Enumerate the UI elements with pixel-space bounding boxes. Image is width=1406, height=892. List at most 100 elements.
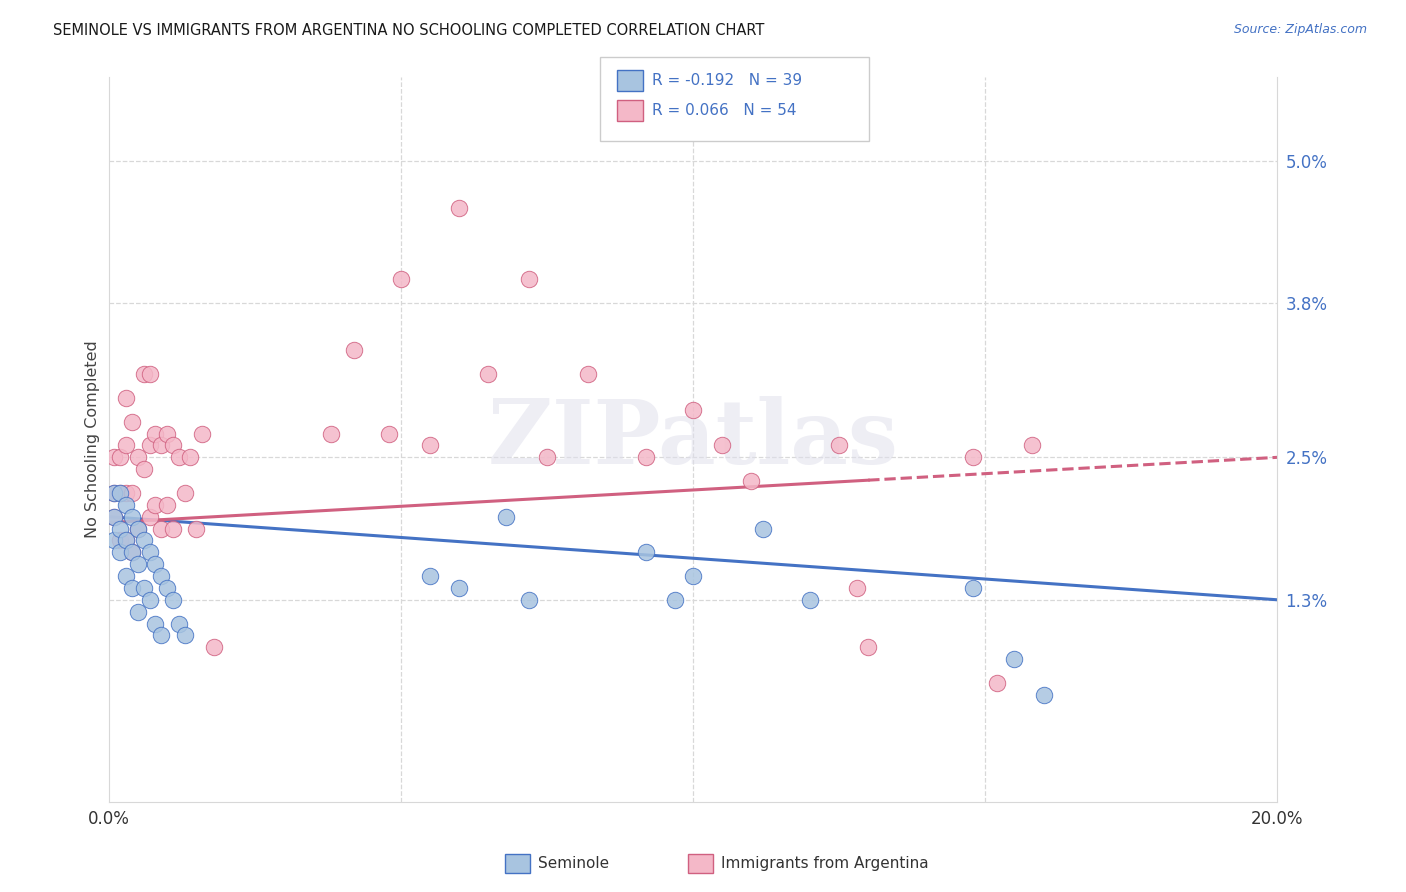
- Point: [636, 545, 658, 559]
- Point: [858, 640, 880, 655]
- Point: [138, 509, 160, 524]
- Point: [173, 628, 195, 642]
- Point: [576, 368, 599, 382]
- Point: [103, 533, 125, 548]
- Point: [121, 545, 143, 559]
- Point: [636, 450, 658, 465]
- Point: [103, 509, 125, 524]
- Point: [115, 438, 138, 452]
- Point: [121, 415, 143, 429]
- Point: [145, 557, 167, 571]
- Point: [115, 391, 138, 405]
- Point: [389, 272, 412, 286]
- Point: [115, 498, 138, 512]
- Point: [110, 486, 132, 500]
- Point: [103, 486, 125, 500]
- Point: [103, 509, 125, 524]
- Point: [419, 569, 441, 583]
- Point: [191, 426, 214, 441]
- Point: [1002, 652, 1025, 666]
- Point: [138, 368, 160, 382]
- Point: [449, 581, 471, 595]
- Point: [110, 522, 132, 536]
- Point: [138, 438, 160, 452]
- Text: Source: ZipAtlas.com: Source: ZipAtlas.com: [1233, 23, 1367, 37]
- Point: [162, 592, 184, 607]
- Text: R = -0.192   N = 39: R = -0.192 N = 39: [652, 73, 803, 87]
- Point: [378, 426, 401, 441]
- Point: [173, 486, 195, 500]
- Text: R = 0.066   N = 54: R = 0.066 N = 54: [652, 103, 797, 118]
- Point: [103, 450, 125, 465]
- Point: [127, 522, 149, 536]
- Point: [156, 581, 179, 595]
- Point: [150, 438, 173, 452]
- Point: [167, 616, 190, 631]
- Point: [115, 486, 138, 500]
- Point: [121, 486, 143, 500]
- Point: [103, 486, 125, 500]
- Point: [711, 438, 734, 452]
- Point: [138, 545, 160, 559]
- Text: SEMINOLE VS IMMIGRANTS FROM ARGENTINA NO SCHOOLING COMPLETED CORRELATION CHART: SEMINOLE VS IMMIGRANTS FROM ARGENTINA NO…: [53, 23, 765, 38]
- Point: [127, 605, 149, 619]
- Point: [179, 450, 201, 465]
- Point: [962, 581, 984, 595]
- Point: [115, 569, 138, 583]
- Point: [682, 402, 704, 417]
- Point: [477, 368, 499, 382]
- Point: [517, 592, 540, 607]
- Point: [752, 522, 775, 536]
- Point: [319, 426, 342, 441]
- Point: [419, 438, 441, 452]
- Point: [150, 628, 173, 642]
- Point: [115, 533, 138, 548]
- Point: [1032, 688, 1054, 702]
- Point: [162, 438, 184, 452]
- Point: [121, 545, 143, 559]
- Point: [115, 533, 138, 548]
- Point: [110, 450, 132, 465]
- Point: [495, 509, 517, 524]
- Point: [828, 438, 851, 452]
- Point: [740, 474, 762, 488]
- Y-axis label: No Schooling Completed: No Schooling Completed: [86, 341, 100, 539]
- Point: [150, 522, 173, 536]
- Point: [132, 368, 155, 382]
- Point: [132, 462, 155, 476]
- Point: [799, 592, 821, 607]
- Point: [162, 522, 184, 536]
- Point: [127, 557, 149, 571]
- Text: Seminole: Seminole: [538, 856, 610, 871]
- Point: [145, 498, 167, 512]
- Point: [127, 450, 149, 465]
- Text: Immigrants from Argentina: Immigrants from Argentina: [721, 856, 929, 871]
- Point: [1021, 438, 1043, 452]
- Point: [110, 533, 132, 548]
- Point: [156, 498, 179, 512]
- Point: [167, 450, 190, 465]
- Point: [536, 450, 558, 465]
- Point: [343, 343, 366, 358]
- Point: [145, 426, 167, 441]
- Point: [132, 533, 155, 548]
- Point: [145, 616, 167, 631]
- Point: [150, 569, 173, 583]
- Point: [186, 522, 208, 536]
- Point: [682, 569, 704, 583]
- Point: [156, 426, 179, 441]
- Point: [121, 509, 143, 524]
- Point: [449, 201, 471, 215]
- Point: [962, 450, 984, 465]
- Point: [121, 581, 143, 595]
- Point: [845, 581, 868, 595]
- Point: [664, 592, 686, 607]
- Point: [202, 640, 225, 655]
- Point: [110, 486, 132, 500]
- Text: ZIPatlas: ZIPatlas: [488, 396, 898, 483]
- Point: [110, 545, 132, 559]
- Point: [517, 272, 540, 286]
- Point: [132, 581, 155, 595]
- Point: [986, 676, 1008, 690]
- Point: [127, 522, 149, 536]
